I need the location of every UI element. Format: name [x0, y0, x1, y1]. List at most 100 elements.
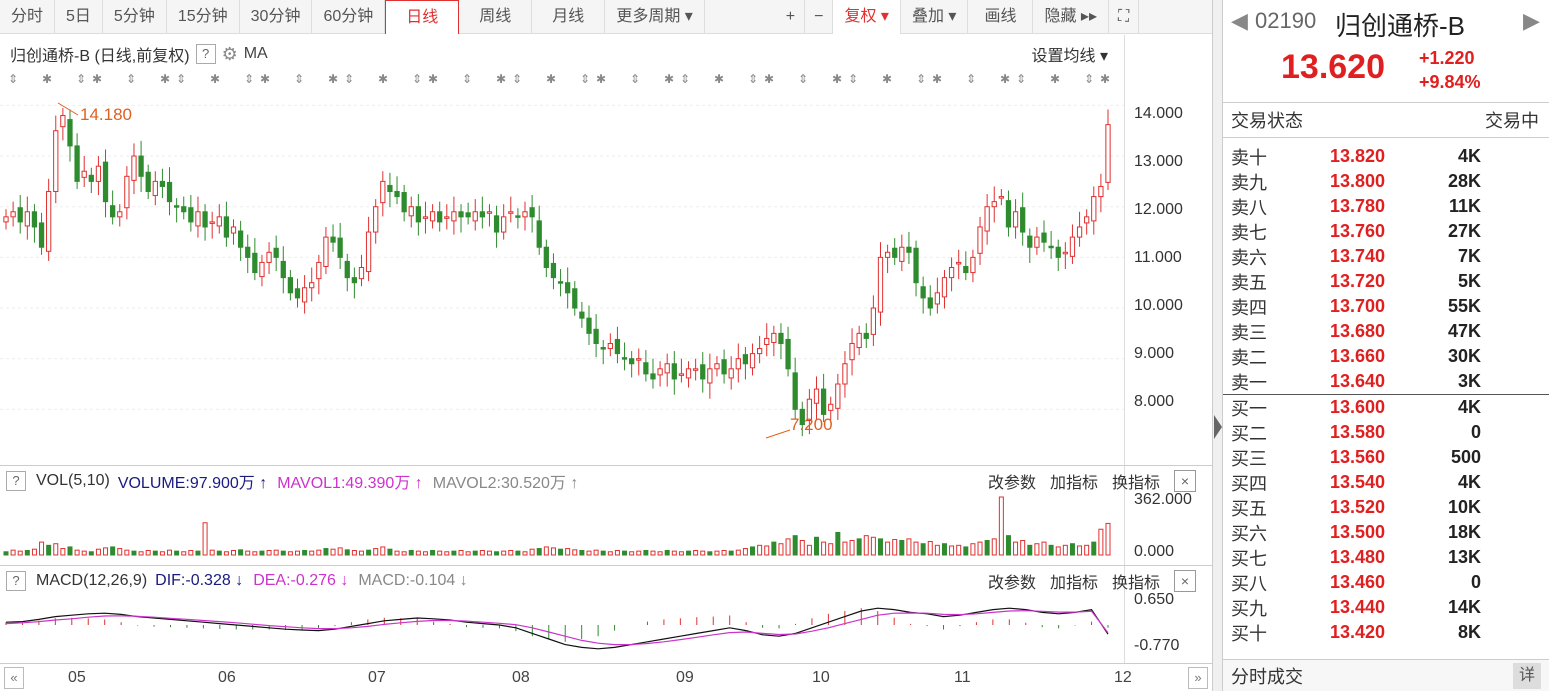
close-icon[interactable]: ×	[1174, 569, 1196, 592]
fullscreen-icon[interactable]: ⛶	[1109, 0, 1140, 34]
volume-bar	[657, 551, 663, 556]
zoom-in-button[interactable]: +	[777, 0, 806, 34]
volume-bar	[1077, 545, 1083, 556]
book-divider	[1223, 394, 1549, 395]
help-icon[interactable]: ?	[195, 44, 216, 64]
volume-bar	[963, 546, 969, 556]
ask-row[interactable]: 卖一 13.640 3K	[1223, 369, 1549, 394]
edit-params-button[interactable]: 改参数	[987, 474, 1036, 492]
ask-row[interactable]: 卖五 13.720 5K	[1223, 269, 1549, 294]
volume-bar	[877, 538, 883, 556]
detail-button[interactable]: 详	[1513, 662, 1541, 689]
candle-body	[117, 211, 123, 218]
close-icon[interactable]: ×	[1174, 469, 1196, 492]
tab-period-30min[interactable]: 30分钟	[240, 0, 313, 34]
tab-period-5day[interactable]: 5日	[55, 0, 103, 34]
zoom-out-button[interactable]: −	[805, 0, 834, 34]
volume-bar	[124, 549, 130, 556]
switch-indicator-button[interactable]: 换指标	[1111, 474, 1160, 492]
switch-indicator-button[interactable]: 换指标	[1111, 574, 1160, 592]
bid-row[interactable]: 买七 13.480 13K	[1223, 545, 1549, 570]
volume-bar	[110, 546, 116, 556]
book-price: 13.580	[1329, 422, 1385, 442]
bid-row[interactable]: 买四 13.540 4K	[1223, 470, 1549, 495]
price-tick-label: 8.000	[1134, 393, 1175, 410]
ask-row[interactable]: 卖十 13.820 4K	[1223, 144, 1549, 169]
candle-body	[1034, 236, 1040, 248]
tab-period-intraday[interactable]: 分时	[0, 0, 56, 34]
add-indicator-button[interactable]: 加指标	[1049, 474, 1098, 492]
event-marker-icon: ✱	[714, 72, 724, 86]
candle-body	[365, 231, 372, 273]
price-change-pct: +9.84%	[1419, 72, 1481, 92]
candle-body	[941, 277, 948, 298]
candle-body	[693, 368, 699, 371]
ask-row[interactable]: 卖六 13.740 7K	[1223, 244, 1549, 269]
price-tick-label: 13.000	[1134, 153, 1183, 170]
edit-params-button[interactable]: 改参数	[987, 574, 1036, 592]
bid-row[interactable]: 买五 13.520 10K	[1223, 495, 1549, 520]
stock-name: 归创通桥-B	[1335, 11, 1466, 41]
tab-period-5min[interactable]: 5分钟	[103, 0, 167, 34]
more-periods-dropdown[interactable]: 更多周期 ▾	[605, 0, 705, 34]
tab-period-15min[interactable]: 15分钟	[167, 0, 240, 34]
ask-row[interactable]: 卖九 13.800 28K	[1223, 169, 1549, 194]
tab-period-daily[interactable]: 日线	[385, 0, 460, 34]
candle-body	[287, 277, 294, 294]
scroll-right-button[interactable]: »	[1188, 667, 1208, 689]
help-icon[interactable]: ?	[6, 470, 26, 491]
candle-body	[67, 119, 73, 147]
hide-button[interactable]: 隐藏 ▸▸	[1033, 0, 1109, 34]
volume-bar	[401, 551, 407, 556]
set-ma-dropdown[interactable]: 设置均线 ▾	[1031, 48, 1108, 65]
x-axis-navigator[interactable]: « 05 06 07 08 09 10 11 12 »	[0, 663, 1212, 691]
next-stock-icon[interactable]: ▶	[1523, 8, 1540, 33]
tab-period-monthly[interactable]: 月线	[532, 0, 606, 34]
volume-bar	[486, 550, 492, 556]
volume-bar	[586, 550, 592, 556]
ask-row[interactable]: 卖七 13.760 27K	[1223, 219, 1549, 244]
candle-body	[173, 205, 180, 208]
event-marker-icon: ⇕	[966, 72, 976, 86]
help-icon[interactable]: ?	[6, 570, 26, 591]
tab-period-weekly[interactable]: 周线	[459, 0, 533, 34]
ask-row[interactable]: 卖四 13.700 55K	[1223, 294, 1549, 319]
candle-body	[415, 206, 421, 223]
collapse-arrow-icon[interactable]	[1214, 415, 1222, 439]
candle-body	[998, 196, 1004, 199]
candle-body	[24, 211, 30, 227]
volume-bar	[358, 550, 364, 556]
bid-row[interactable]: 买三 13.560 500	[1223, 445, 1549, 470]
bid-row[interactable]: 买八 13.460 0	[1223, 570, 1549, 595]
overlay-dropdown[interactable]: 叠加 ▾	[901, 0, 969, 34]
tab-period-60min[interactable]: 60分钟	[312, 0, 386, 34]
event-marker-icon: ✱	[664, 72, 674, 86]
bid-row[interactable]: 买六 13.500 18K	[1223, 520, 1549, 545]
bid-row[interactable]: 买九 13.440 14K	[1223, 595, 1549, 620]
restore-rights-dropdown[interactable]: 复权 ▾	[833, 0, 901, 34]
candlestick-chart[interactable]: ⇕ ✱ ⇕ ✱ ⇕ ✱ ⇕ ✱ ⇕ ✱ ⇕ ✱ ⇕ ✱ ⇕ ✱ ⇕ ✱ ⇕ ✱ ⇕ ✱ ⇕ ✱ ⇕ ✱ ⇕ ✱ ⇕ ✱ ⇕ ✱ ⇕ ✱ ⇕ ✱ ⇕ ✱ ⇕ ✱	[0, 35, 1212, 663]
panel-splitter[interactable]	[1212, 0, 1222, 691]
ask-row[interactable]: 卖八 13.780 11K	[1223, 194, 1549, 219]
bid-row[interactable]: 买十 13.420 8K	[1223, 620, 1549, 645]
candle-body	[74, 145, 80, 182]
prev-stock-icon[interactable]: ◀	[1231, 8, 1248, 33]
book-price: 13.740	[1329, 246, 1385, 266]
candle-body	[458, 211, 464, 218]
draw-line-button[interactable]: 画线	[968, 0, 1034, 34]
candle-body	[572, 288, 578, 309]
book-price: 13.440	[1329, 597, 1385, 617]
chart-area[interactable]: 归创通桥-B (日线,前复权) ? ⚙ MA 设置均线 ▾ ⇕ ✱ ⇕ ✱ ⇕ ✱ ⇕ ✱ ⇕ ✱…	[0, 35, 1212, 663]
bid-row[interactable]: 买二 13.580 0	[1223, 420, 1549, 445]
bid-row[interactable]: 买一 13.600 4K	[1223, 395, 1549, 420]
ask-row[interactable]: 卖三 13.680 47K	[1223, 319, 1549, 344]
book-price: 13.600	[1329, 397, 1385, 417]
scroll-left-button[interactable]: «	[4, 667, 24, 689]
tick-trades-footer[interactable]: 分时成交 详	[1223, 659, 1549, 691]
gear-icon[interactable]: ⚙	[221, 43, 238, 64]
add-indicator-button[interactable]: 加指标	[1049, 574, 1098, 592]
ask-row[interactable]: 卖二 13.660 30K	[1223, 344, 1549, 369]
volume-bar	[465, 551, 471, 556]
ma-indicator-label[interactable]: MA	[243, 45, 268, 62]
candle-body	[159, 180, 166, 187]
